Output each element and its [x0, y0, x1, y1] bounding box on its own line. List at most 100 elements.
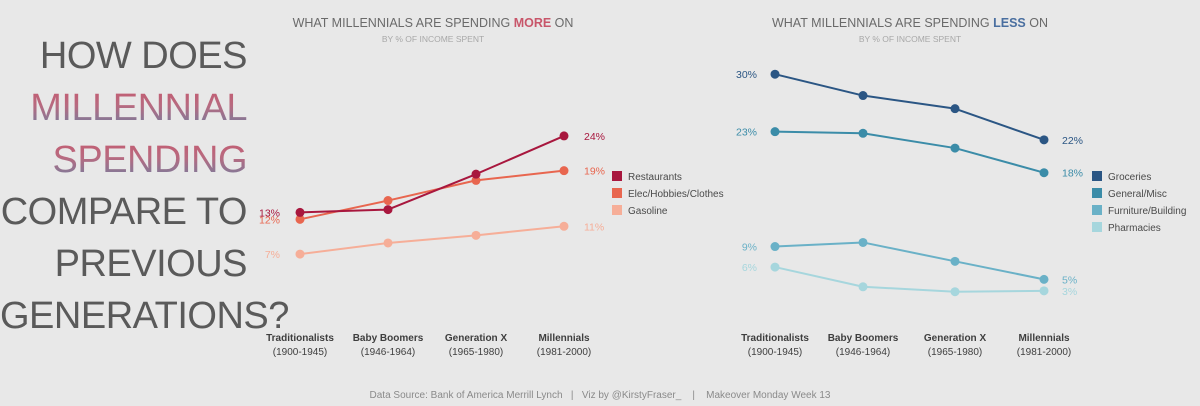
x-tick-label-name: Traditionalists [741, 333, 809, 344]
x-tick-label-name: Millennials [1018, 333, 1070, 344]
chart-title: WHAT MILLENNIALS ARE SPENDING LESS ON [772, 16, 1048, 30]
data-point-pharmacies [770, 262, 780, 272]
x-tick-label-years: (1946-1964) [361, 347, 415, 358]
legend-swatch-gasoline [612, 205, 622, 215]
data-point-restaurants [383, 205, 393, 215]
headline: HOW DOES MILLENNIAL SPENDING COMPARE TO … [0, 30, 289, 342]
chart-title-emphasis: LESS [993, 16, 1026, 30]
data-label-restaurants: 24% [584, 131, 605, 143]
data-point-furniture-building [770, 242, 780, 252]
chart-title-emphasis: MORE [514, 16, 552, 30]
data-point-general-misc [950, 143, 960, 153]
legend-label-restaurants: Restaurants [628, 172, 682, 183]
series-line-pharmacies [774, 266, 1045, 293]
data-point-furniture-building [1039, 274, 1049, 284]
x-tick-label-years: (1900-1945) [273, 347, 327, 358]
data-point-gasoline [383, 238, 393, 248]
x-tick-label: Baby Boomers (1946-1964) [353, 333, 424, 358]
data-label-general-misc: 23% [736, 127, 757, 139]
x-tick-label-name: Baby Boomers [828, 333, 899, 344]
legend-swatch-general-misc [1092, 188, 1102, 198]
headline-line-3: SPENDING [0, 134, 248, 186]
chart-title: WHAT MILLENNIALS ARE SPENDING MORE ON [293, 16, 574, 30]
x-tick-label-name: Millennials [538, 333, 590, 344]
legend-swatch-pharmacies [1092, 222, 1102, 232]
x-tick-label-name: Generation X [445, 333, 508, 344]
chart-title-prefix: WHAT MILLENNIALS ARE SPENDING [293, 16, 514, 30]
data-point-general-misc [1039, 168, 1049, 178]
x-tick-label: Generation X (1965-1980) [924, 333, 987, 358]
footer-separator-1: | [570, 390, 574, 401]
data-label-groceries: 22% [1062, 135, 1083, 147]
x-tick-label-name: Generation X [924, 333, 987, 344]
legend-label-general-misc: General/Misc [1108, 189, 1167, 200]
data-point-restaurants [471, 169, 481, 179]
series-line-general-misc [774, 130, 1045, 174]
x-tick-label-years: (1965-1980) [449, 347, 503, 358]
series-line-restaurants [299, 134, 565, 214]
data-label-furniture-building: 9% [742, 242, 757, 254]
x-tick-label: Millennials (1981-2000) [1017, 333, 1071, 358]
data-point-gasoline [295, 249, 305, 259]
data-point-groceries [858, 91, 868, 101]
headline-line-1: HOW DOES [39, 35, 248, 77]
legend-label-pharmacies: Pharmacies [1108, 223, 1161, 234]
headline-line-5: PREVIOUS [54, 243, 248, 285]
data-label-restaurants: 13% [259, 207, 280, 219]
data-point-furniture-building [858, 237, 868, 247]
legend-swatch-elec-hobbies-clothes [612, 188, 622, 198]
data-point-general-misc [770, 127, 780, 137]
chart-title-prefix: WHAT MILLENNIALS ARE SPENDING [772, 16, 993, 30]
footer: Data Source: Bank of America Merrill Lyn… [0, 390, 1200, 401]
data-point-restaurants [559, 131, 569, 141]
data-point-groceries [1039, 135, 1049, 145]
chart-title-suffix: ON [1026, 16, 1048, 30]
x-tick-label-years: (1981-2000) [537, 347, 591, 358]
data-label-general-misc: 18% [1062, 168, 1083, 180]
series-line-groceries [774, 73, 1045, 141]
data-point-furniture-building [950, 256, 960, 266]
data-point-pharmacies [858, 282, 868, 292]
x-tick-label: Traditionalists (1900-1945) [741, 333, 809, 358]
x-tick-label: Traditionalists (1900-1945) [266, 333, 334, 358]
legend-label-groceries: Groceries [1108, 172, 1151, 183]
data-point-pharmacies [1039, 286, 1049, 296]
data-point-elec-hobbies-clothes [295, 214, 305, 224]
legend-swatch-furniture-building [1092, 205, 1102, 215]
footer-author: Viz by @KirstyFraser_ [581, 390, 682, 401]
data-point-groceries [950, 104, 960, 114]
x-tick-label-name: Baby Boomers [353, 333, 424, 344]
data-label-pharmacies: 3% [1062, 286, 1077, 298]
headline-line-4: COMPARE TO [0, 191, 248, 233]
data-label-gasoline: 11% [584, 221, 604, 233]
data-label-pharmacies: 6% [742, 262, 757, 274]
x-tick-label: Millennials (1981-2000) [537, 333, 591, 358]
chart-subtitle: BY % OF INCOME SPENT [859, 34, 961, 44]
data-point-elec-hobbies-clothes [471, 175, 481, 185]
footer-separator-2: | [692, 390, 696, 401]
series-line-elec-hobbies-clothes [299, 169, 565, 221]
data-label-groceries: 30% [736, 69, 757, 81]
data-point-groceries [770, 69, 780, 79]
legend-swatch-restaurants [612, 171, 622, 181]
data-point-pharmacies [950, 287, 960, 297]
legend-label-furniture-building: Furniture/Building [1108, 206, 1186, 217]
headline-line-6: GENERATIONS? [0, 295, 289, 337]
legend-swatch-groceries [1092, 171, 1102, 181]
data-label-gasoline: 7% [265, 249, 280, 261]
data-label-furniture-building: 5% [1062, 274, 1077, 286]
chart-subtitle: BY % OF INCOME SPENT [382, 34, 484, 44]
data-point-restaurants [295, 207, 305, 217]
data-label-elec-hobbies-clothes: 12% [259, 214, 280, 226]
series-line-furniture-building [774, 241, 1045, 281]
data-point-general-misc [858, 128, 868, 138]
data-point-gasoline [471, 230, 481, 240]
data-point-elec-hobbies-clothes [383, 196, 393, 206]
footer-source: Data Source: Bank of America Merrill Lyn… [369, 390, 563, 401]
x-tick-label-years: (1946-1964) [836, 347, 890, 358]
chart-more: WHAT MILLENNIALS ARE SPENDING MORE ON BY … [259, 16, 724, 358]
x-tick-label-name: Traditionalists [266, 333, 334, 344]
x-tick-label-years: (1981-2000) [1017, 347, 1071, 358]
legend-label-elec-hobbies-clothes: Elec/Hobbies/Clothes [628, 189, 724, 200]
